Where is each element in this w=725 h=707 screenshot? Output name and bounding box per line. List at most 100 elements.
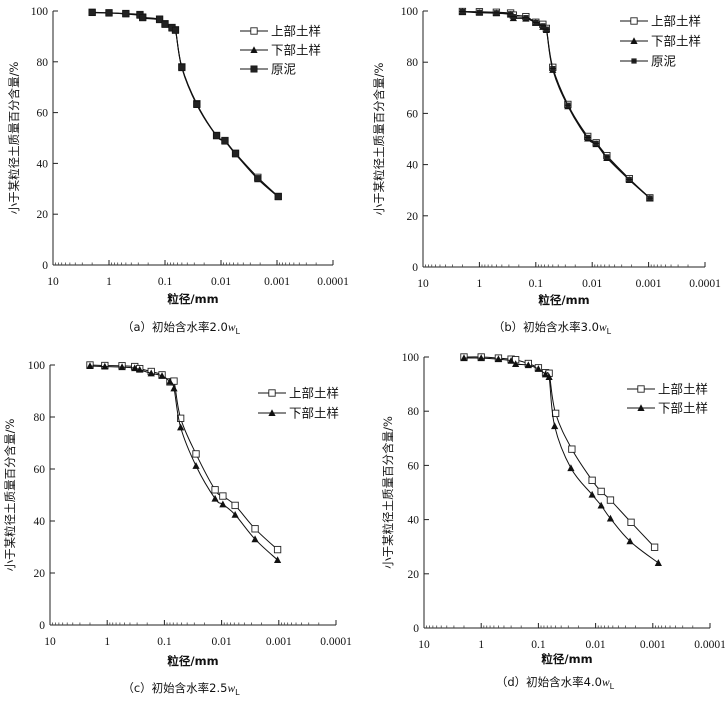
data-point xyxy=(101,362,109,370)
data-point xyxy=(549,66,556,72)
data-point xyxy=(564,102,572,108)
series-1 xyxy=(458,7,654,202)
data-point xyxy=(584,134,591,141)
data-point xyxy=(139,14,147,22)
x-axis-label: 粒径/mm xyxy=(167,292,218,306)
data-point xyxy=(541,370,550,378)
legend-item: 上部土样 xyxy=(240,24,321,39)
legend-label: 上部土样 xyxy=(651,14,701,29)
y-tick-label: 60 xyxy=(34,464,46,476)
legend-marker xyxy=(630,37,638,44)
x-tick-label: 0.01 xyxy=(212,636,232,648)
caption-text: （d）初始含水率4.0 xyxy=(496,675,602,689)
y-tick-label: 100 xyxy=(401,6,419,18)
caption-text: （b）初始含水率3.0 xyxy=(493,320,599,334)
y-tick-label: 20 xyxy=(407,211,419,223)
series-line xyxy=(89,364,278,550)
series-line xyxy=(462,11,651,199)
x-tick-label: 1 xyxy=(477,278,483,290)
data-point xyxy=(86,362,94,370)
y-tick-label: 80 xyxy=(34,412,46,424)
data-point xyxy=(476,9,483,15)
data-point xyxy=(231,501,239,510)
data-point xyxy=(493,10,500,16)
data-point xyxy=(567,464,575,472)
series-line xyxy=(463,357,659,564)
data-point xyxy=(221,137,229,145)
panel-d: 0 20 40 60 80 100 10 1 0.1 0.01 0.001 0.0001 粒径/mm 小于… xyxy=(365,350,725,703)
y-tick-label: 100 xyxy=(28,360,46,372)
data-point xyxy=(532,19,539,26)
chart-d: 0 20 40 60 80 100 10 1 0.1 0.01 0.001 0.0001 粒径/mm 小于… xyxy=(381,352,725,691)
x-tick-label: 0.01 xyxy=(586,639,606,651)
data-point xyxy=(177,423,185,431)
data-point xyxy=(193,100,201,108)
data-point xyxy=(603,154,611,160)
y-tick-label: 60 xyxy=(407,108,419,120)
series-line xyxy=(462,11,651,199)
data-point xyxy=(156,16,164,24)
legend-item: 下部土样 xyxy=(258,406,339,421)
y-tick-label: 40 xyxy=(407,160,419,172)
data-point xyxy=(161,20,169,28)
x-tick-label: 0.1 xyxy=(158,276,173,288)
data-point xyxy=(597,487,605,496)
legend-label: 上部土样 xyxy=(289,386,339,401)
legend-marker xyxy=(250,65,258,73)
series-3 xyxy=(88,9,282,201)
data-point xyxy=(254,175,262,183)
data-point xyxy=(171,26,179,34)
data-point xyxy=(494,355,503,363)
panel-a: 0 20 40 60 80 100 10 1 0.1 0.01 0.001 0.0001 粒径/mm 小于… xyxy=(0,0,362,345)
panel-caption: （c）初始含水率2.5wL xyxy=(122,681,240,697)
series-2 xyxy=(458,7,654,202)
caption-variable: w xyxy=(228,322,236,334)
y-tick-label: 40 xyxy=(37,158,49,170)
series-3 xyxy=(459,8,654,201)
data-point xyxy=(219,500,227,508)
panel-caption: （d）初始含水率4.0wL xyxy=(496,675,615,691)
x-tick-label: 0.0001 xyxy=(689,278,721,290)
y-axis-label: 小于某粒径土质量百分含量/% xyxy=(372,63,386,216)
legend-marker xyxy=(250,27,258,35)
data-point xyxy=(627,518,635,526)
panel-c: 0 20 40 60 80 100 10 1 0.1 0.01 0.001 0.0001 粒径/mm 小于… xyxy=(0,350,362,703)
y-tick-label: 0 xyxy=(412,262,418,274)
series-line xyxy=(462,11,651,199)
x-tick-label: 0.001 xyxy=(264,276,290,288)
caption-variable: w xyxy=(227,683,235,695)
data-point xyxy=(646,195,654,201)
caption-text: （a）初始含水率2.0 xyxy=(122,320,228,334)
caption-variable: w xyxy=(602,677,610,689)
data-point xyxy=(192,450,200,458)
y-tick-label: 80 xyxy=(407,57,419,69)
y-tick-label: 0 xyxy=(39,620,45,632)
x-tick-label: 0.001 xyxy=(266,636,292,648)
data-point xyxy=(118,363,126,371)
legend-item: 上部土样 xyxy=(620,14,701,29)
data-point xyxy=(213,132,221,140)
data-point xyxy=(512,360,520,368)
data-point xyxy=(273,556,282,563)
x-tick-label: 10 xyxy=(44,636,56,648)
legend-marker xyxy=(630,17,638,25)
legend-marker xyxy=(268,409,276,416)
data-point xyxy=(534,365,542,372)
x-tick-label: 0.1 xyxy=(529,278,544,290)
y-axis-label: 小于某粒径土质量百分含量/% xyxy=(381,416,395,569)
y-axis-label: 小于某粒径土质量百分含量/% xyxy=(7,62,21,215)
data-point xyxy=(588,490,596,498)
data-point xyxy=(606,496,615,504)
y-tick-label: 80 xyxy=(37,57,49,69)
data-point xyxy=(551,409,560,418)
series-line xyxy=(89,365,278,561)
caption-subscript: L xyxy=(610,682,615,691)
data-point xyxy=(273,545,282,554)
y-axis-label: 小于某粒径土质量百分含量/% xyxy=(3,419,17,572)
x-tick-label: 0.0001 xyxy=(694,639,725,651)
caption-variable: w xyxy=(599,322,607,334)
data-point xyxy=(231,510,239,518)
